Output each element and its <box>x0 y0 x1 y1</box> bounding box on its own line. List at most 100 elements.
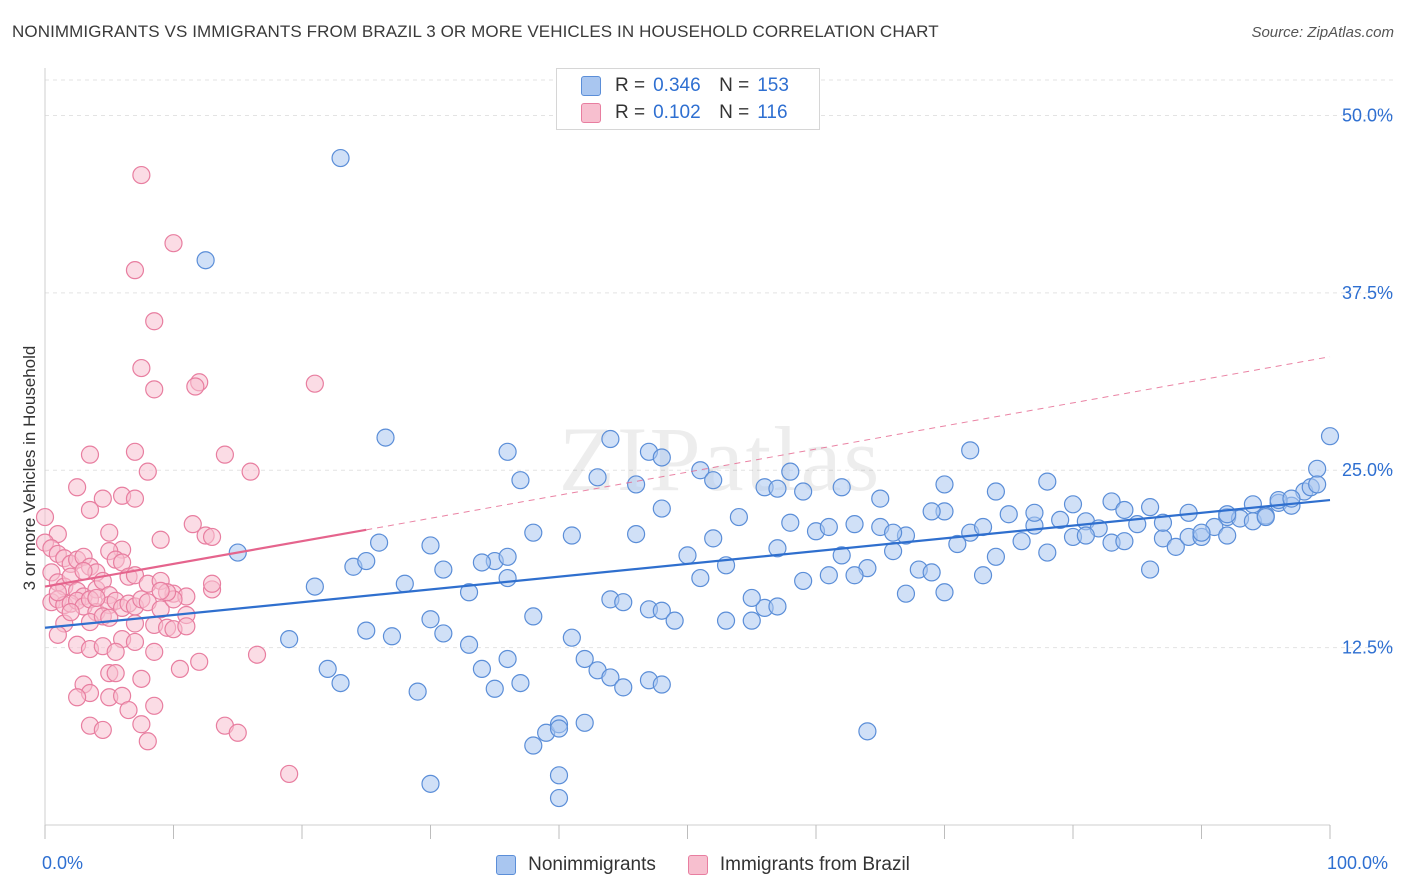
nonimmigrant-point <box>524 523 543 542</box>
immigrants-point <box>145 380 164 399</box>
nonimmigrant-point <box>781 513 800 532</box>
immigrants-point <box>151 600 170 619</box>
legend-item-nonimmigrants[interactable]: Nonimmigrants <box>496 854 656 876</box>
nonimmigrant-point <box>524 607 543 626</box>
immigrants-point <box>151 530 170 549</box>
immigrants-point <box>125 261 145 280</box>
legend-row-nonimmigrants: R = 0.346 N = 153 <box>581 73 789 99</box>
nonimmigrant-point <box>1308 475 1327 494</box>
nonimmigrant-point <box>376 428 395 447</box>
nonimmigrant-point <box>562 628 581 647</box>
immigrants-point <box>183 515 202 534</box>
nonimmigrants-series <box>196 148 1340 808</box>
immigrants-point <box>74 561 93 581</box>
immigrants-point <box>247 645 267 664</box>
nonimmigrant-point <box>472 659 491 679</box>
immigrants-series <box>35 165 324 784</box>
nonimmigrant-point <box>704 471 723 490</box>
nonimmigrant-point <box>858 722 877 741</box>
nonimmigrant-point <box>819 517 838 537</box>
nonimmigrant-point <box>1025 503 1044 522</box>
nonimmigrant-point <box>459 635 479 654</box>
blue-swatch <box>496 855 517 875</box>
legend-item-immigrants[interactable]: Immigrants from Brazil <box>687 854 910 876</box>
nonimmigrant-point <box>421 536 440 555</box>
nonimmigrant-point <box>524 736 543 755</box>
immigrants-point <box>80 500 100 520</box>
nonimmigrant-point <box>1076 526 1095 545</box>
nonimmigrant-point <box>614 593 633 612</box>
source-label: Source: ZipAtlas.com <box>1251 24 1394 41</box>
nonimmigrant-point <box>1115 500 1134 520</box>
watermark: ZIPatlas <box>559 408 882 510</box>
nonimmigrant-point <box>986 547 1006 566</box>
nonimmigrant-point <box>305 577 324 596</box>
immigrants-point <box>170 659 190 679</box>
immigrants-point <box>125 632 145 652</box>
nonimmigrant-point <box>370 533 389 552</box>
correlation-legend: R = 0.346 N = 153 R = 0.102 N = 116 <box>556 68 820 130</box>
nonimmigrant-point <box>626 524 646 544</box>
nonimmigrant-point <box>601 429 620 449</box>
n-label: N = <box>719 75 750 96</box>
nonimmigrant-point <box>652 601 671 620</box>
immigrants-trend-line <box>44 528 367 588</box>
immigrants-point <box>119 700 138 720</box>
nonimmigrant-point <box>382 627 402 646</box>
immigrants-point <box>202 527 222 547</box>
legend-label: Nonimmigrants <box>528 854 656 875</box>
nonimmigrant-point <box>614 678 633 697</box>
nonimmigrant-point <box>1218 526 1237 545</box>
immigrants-point <box>138 732 157 751</box>
immigrants-point <box>87 588 106 608</box>
immigrants-point <box>93 489 112 508</box>
nonimmigrant-point <box>768 597 787 616</box>
nonimmigrant-point <box>196 251 215 270</box>
nonimmigrant-point <box>819 566 838 585</box>
immigrants-trend-extension <box>366 356 1331 531</box>
nonimmigrant-point <box>948 534 967 554</box>
y-tick-label: 50.0% <box>1342 105 1393 125</box>
nonimmigrant-point <box>562 526 581 545</box>
nonimmigrant-point <box>421 774 440 793</box>
y-tick-label: 37.5% <box>1342 283 1393 303</box>
nonimmigrant-point <box>498 547 517 566</box>
nonimmigrant-point <box>935 583 954 602</box>
immigrants-point <box>93 720 112 740</box>
nonimmigrant-point <box>331 673 350 693</box>
nonimmigrant-point <box>986 482 1006 501</box>
nonimmigrant-point <box>1140 498 1160 517</box>
immigrants-point <box>125 442 145 461</box>
immigrants-point <box>228 723 247 742</box>
nonimmigrant-point <box>1102 492 1121 511</box>
nonimmigrant-point <box>575 713 594 732</box>
nonimmigrant-point <box>691 568 710 588</box>
immigrants-point <box>132 358 151 378</box>
nonimmigrant-point <box>1256 507 1275 527</box>
nonimmigrant-point <box>459 583 479 602</box>
immigrants-point <box>215 445 234 464</box>
nonimmigrant-point <box>601 668 620 687</box>
y-tick-label: 25.0% <box>1342 460 1393 480</box>
axes <box>44 68 1331 839</box>
nonimmigrants-trend-line <box>44 498 1331 629</box>
legend-row-immigrants: R = 0.102 N = 116 <box>581 100 788 126</box>
nonimmigrant-point <box>845 515 864 534</box>
immigrants-point <box>61 603 80 622</box>
nonimmigrant-point <box>626 475 646 494</box>
n-value: 116 <box>757 102 788 123</box>
nonimmigrant-point <box>1192 523 1211 542</box>
immigrants-point <box>132 165 151 185</box>
x-tick-label-max: 100.0% <box>1327 853 1389 873</box>
immigrants-point <box>151 581 170 600</box>
nonimmigrant-point <box>742 588 761 608</box>
nonimmigrant-point <box>1063 495 1083 514</box>
nonimmigrant-point <box>729 507 749 527</box>
nonimmigrant-point <box>781 462 800 481</box>
nonimmigrant-point <box>652 499 671 518</box>
r-label: R = <box>615 102 646 123</box>
nonimmigrant-point <box>357 551 376 571</box>
nonimmigrant-point <box>883 523 903 542</box>
nonimmigrant-point <box>704 529 723 548</box>
nonimmigrant-point <box>935 475 954 494</box>
